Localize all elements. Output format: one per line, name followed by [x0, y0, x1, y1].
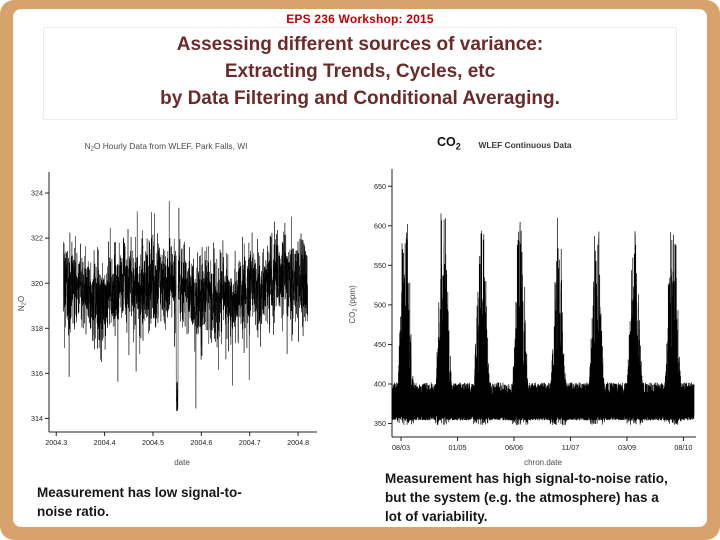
svg-text:03/09: 03/09 [618, 443, 636, 452]
svg-text:400: 400 [374, 380, 386, 389]
svg-text:450: 450 [374, 340, 386, 349]
n2o-chart-svg: 314 316 318 320 322 324 2004.3 2004.4 2004.5 2004… [17, 141, 317, 467]
co2-chart-svg: 350 400 450 500 550 600 650 08/03 01/05 06/06 11/0… [349, 140, 696, 467]
svg-text:314: 314 [31, 414, 43, 423]
svg-text:2004.5: 2004.5 [142, 438, 164, 447]
svg-text:322: 322 [31, 234, 43, 243]
co2-label-text: CO [437, 135, 456, 149]
svg-text:2004.8: 2004.8 [287, 438, 309, 447]
caption-right: Measurement has high signal-to-noise rat… [385, 471, 668, 525]
co2-label-sub: 2 [455, 141, 461, 152]
svg-text:500: 500 [374, 300, 386, 309]
workshop-title: EPS 236 Workshop: 2015 [286, 12, 434, 26]
svg-text:318: 318 [31, 324, 43, 333]
svg-text:01/05: 01/05 [449, 443, 467, 452]
caption-left: Measurement has low signal-to-noise rati… [37, 485, 242, 520]
heading-line-3: by Data Filtering and Conditional Averag… [160, 87, 560, 109]
svg-text:N2O: N2O [17, 296, 28, 311]
svg-text:N2O Hourly Data from WLEF, Par: N2O Hourly Data from WLEF, Park Falls, W… [85, 141, 248, 153]
slide-heading: Assessing different sources of variance:… [43, 27, 677, 120]
co2-label: CO2 [437, 135, 461, 152]
svg-text:08/03: 08/03 [392, 443, 410, 452]
svg-text:320: 320 [31, 279, 43, 288]
svg-text:324: 324 [31, 189, 43, 198]
svg-text:550: 550 [374, 261, 386, 270]
svg-text:316: 316 [31, 369, 43, 378]
svg-text:2004.7: 2004.7 [239, 438, 261, 447]
svg-text:350: 350 [374, 419, 386, 428]
svg-text:2004.4: 2004.4 [94, 438, 116, 447]
svg-text:650: 650 [374, 182, 386, 191]
svg-text:CO2 (ppm): CO2 (ppm) [349, 285, 359, 324]
heading-line-2: Extracting Trends, Cycles, etc [224, 60, 496, 82]
svg-text:600: 600 [374, 221, 386, 230]
svg-text:08/10: 08/10 [674, 443, 692, 452]
slide: EPS 236 Workshop: 2015 Assessing differe… [13, 9, 707, 527]
svg-text:11/07: 11/07 [562, 443, 579, 452]
svg-text:date: date [174, 458, 190, 467]
heading-line-1: Assessing different sources of variance: [176, 34, 544, 55]
svg-text:2004.6: 2004.6 [190, 438, 212, 447]
svg-text:2004.3: 2004.3 [45, 438, 67, 447]
svg-text:06/06: 06/06 [505, 443, 523, 452]
svg-text:WLEF Continuous Data: WLEF Continuous Data [478, 140, 571, 150]
svg-text:chron.date: chron.date [524, 458, 562, 467]
